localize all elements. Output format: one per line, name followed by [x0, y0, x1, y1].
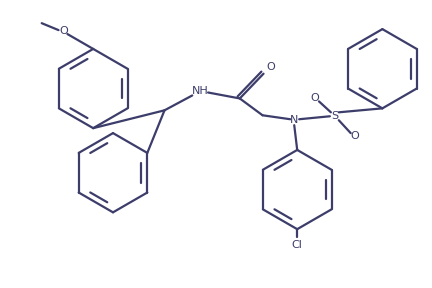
Text: O: O [311, 93, 319, 103]
Text: NH: NH [192, 86, 209, 96]
Text: O: O [350, 131, 359, 141]
Text: O: O [59, 26, 68, 36]
Text: N: N [290, 115, 299, 125]
Text: O: O [266, 62, 275, 72]
Text: Cl: Cl [292, 240, 303, 250]
Text: S: S [331, 111, 338, 121]
